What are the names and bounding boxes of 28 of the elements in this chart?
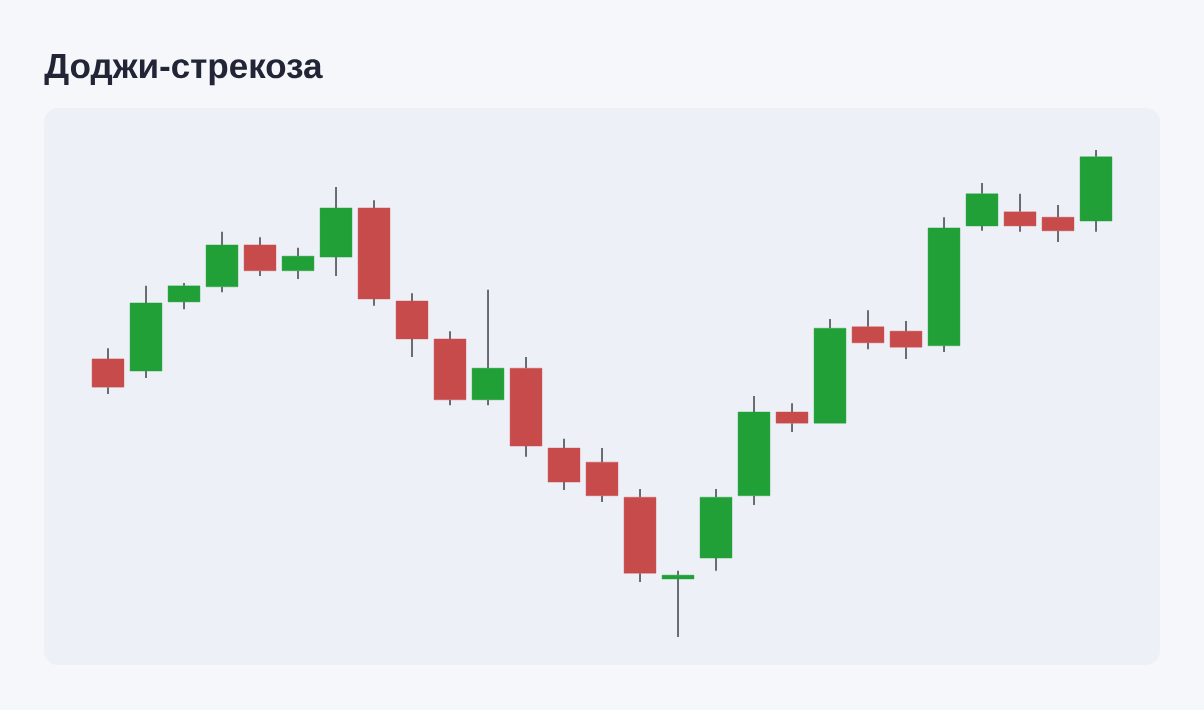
candlestick: [547, 438, 581, 491]
candlestick: [661, 570, 695, 638]
candlestick: [1003, 193, 1037, 233]
candlestick: [889, 320, 923, 360]
candlestick: [851, 309, 885, 350]
candlestick: [737, 395, 771, 506]
candlestick: [129, 285, 163, 379]
candlestick: [965, 182, 999, 232]
candlestick: [1079, 149, 1113, 233]
candlestick: [205, 231, 239, 293]
candlestick: [585, 447, 619, 503]
candlestick: [623, 488, 657, 583]
candlestick: [509, 356, 543, 458]
candlestick: [813, 318, 847, 424]
candlestick: [167, 282, 201, 310]
candlestick: [1041, 204, 1075, 243]
candlestick: [927, 216, 961, 353]
candlestick: [243, 236, 277, 277]
candlestick: [699, 488, 733, 572]
candlestick: [433, 330, 467, 406]
chart-title: Доджи-стрекоза: [44, 53, 323, 86]
candlestick: [357, 199, 391, 307]
candlestick: [775, 402, 809, 433]
candlestick: [281, 247, 315, 280]
candlestick: [471, 289, 505, 406]
candlestick: [319, 186, 353, 277]
candlestick: [91, 347, 125, 395]
candlestick: [395, 292, 429, 358]
